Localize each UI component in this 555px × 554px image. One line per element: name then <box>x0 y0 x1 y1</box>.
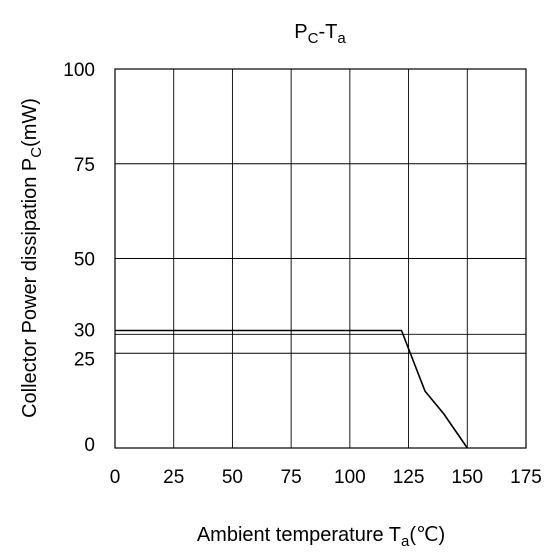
chart-title: PC-Ta <box>294 21 346 47</box>
power-derating-curve <box>115 329 468 449</box>
x-tick-label: 75 <box>281 467 302 488</box>
x-tick-label: 150 <box>451 467 483 488</box>
plot-frame <box>114 68 527 449</box>
x-tick-label: 125 <box>393 467 425 488</box>
y-tick-label: 25 <box>74 349 95 370</box>
y-tick-labels: 0 25 50 75 100 30 <box>63 60 95 456</box>
x-tick-label: 50 <box>222 467 243 488</box>
y-tick-label: 30 <box>74 320 95 341</box>
x-tick-label: 0 <box>110 467 121 488</box>
x-tick-label: 100 <box>334 467 366 488</box>
x-tick-label: 175 <box>510 467 542 488</box>
y-tick-label: 0 <box>84 435 95 456</box>
y-tick-label: 100 <box>63 60 95 81</box>
y-tick-label: 50 <box>74 250 95 271</box>
y-tick-label: 75 <box>74 155 95 176</box>
y-axis-label: Collector Power dissipation PC(mW) <box>19 98 45 418</box>
x-tick-labels: 0 25 50 75 100 125 150 175 <box>110 467 542 488</box>
x-tick-label: 25 <box>163 467 184 488</box>
grid <box>115 69 526 448</box>
x-axis-label: Ambient temperature Ta(℃) <box>197 524 445 550</box>
